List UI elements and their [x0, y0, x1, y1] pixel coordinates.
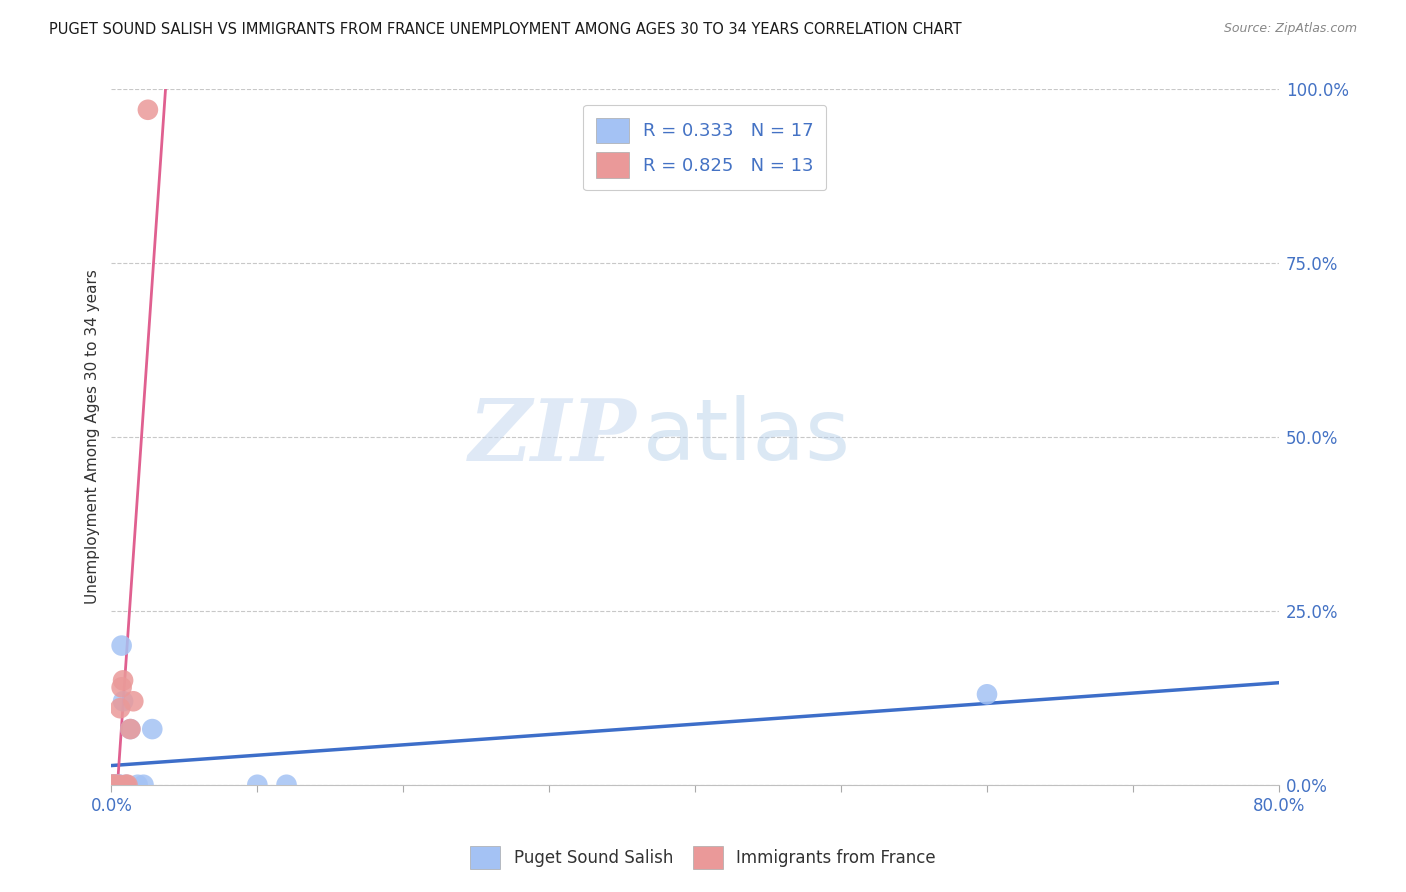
Point [104, 778, 127, 792]
Text: Source: ZipAtlas.com: Source: ZipAtlas.com [1223, 22, 1357, 36]
Point [117, 778, 139, 792]
Point [127, 778, 149, 792]
Point [101, 778, 124, 792]
Point [246, 778, 269, 792]
Point [276, 778, 298, 792]
Point [100, 778, 122, 792]
Point [112, 673, 135, 688]
Point [120, 722, 142, 736]
Point [122, 694, 145, 708]
Point [112, 694, 135, 708]
Point [100, 778, 122, 792]
Point [103, 778, 125, 792]
Legend: R = 0.333   N = 17, R = 0.825   N = 13: R = 0.333 N = 17, R = 0.825 N = 13 [583, 105, 827, 190]
Text: PUGET SOUND SALISH VS IMMIGRANTS FROM FRANCE UNEMPLOYMENT AMONG AGES 30 TO 34 YE: PUGET SOUND SALISH VS IMMIGRANTS FROM FR… [49, 22, 962, 37]
Y-axis label: Unemployment Among Ages 30 to 34 years: Unemployment Among Ages 30 to 34 years [86, 269, 100, 604]
Point [115, 778, 138, 792]
Point [107, 778, 129, 792]
Point [120, 722, 142, 736]
Point [976, 687, 998, 701]
Point [132, 778, 155, 792]
Point [105, 778, 128, 792]
Point [101, 778, 124, 792]
Text: atlas: atlas [643, 395, 851, 478]
Point [111, 639, 134, 653]
Point [141, 722, 163, 736]
Point [107, 778, 129, 792]
Point [111, 681, 134, 695]
Point [108, 701, 131, 715]
Point [115, 778, 138, 792]
Point [108, 778, 131, 792]
Legend: Puget Sound Salish, Immigrants from France: Puget Sound Salish, Immigrants from Fran… [460, 836, 946, 880]
Point [136, 103, 159, 117]
Point [104, 778, 127, 792]
Text: ZIP: ZIP [468, 395, 637, 479]
Point [103, 778, 125, 792]
